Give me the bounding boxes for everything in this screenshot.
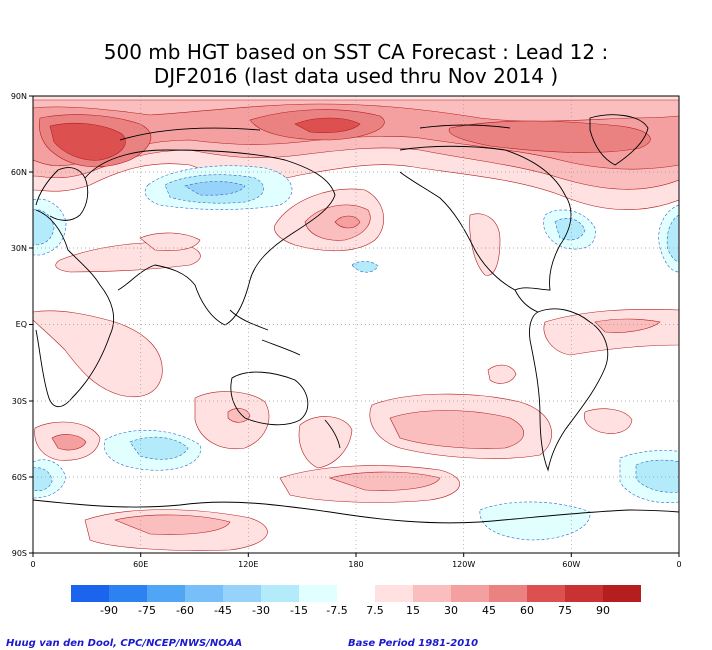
legend-labels: -90 -75 -60 -45 -30 -15 -7.5 7.5 15 30 45 60 75 90 [100, 604, 610, 617]
lat-label: 60S [12, 473, 27, 482]
legend-color-bin [109, 585, 147, 602]
chart-title-line1: 500 mb HGT based on SST CA Forecast : Le… [103, 40, 609, 64]
legend-tick-label: 30 [444, 604, 458, 617]
lon-label: 60E [133, 560, 148, 569]
legend-tick-label: -7.5 [326, 604, 347, 617]
lat-label: EQ [16, 320, 27, 329]
lon-label: 120E [238, 560, 258, 569]
legend-color-bin [337, 585, 375, 602]
lat-label: 30S [12, 397, 27, 406]
gridlines [33, 96, 679, 553]
lon-label: 60W [562, 560, 580, 569]
coastlines [33, 114, 679, 524]
legend-color-bin [261, 585, 299, 602]
lon-label: 120W [452, 560, 475, 569]
axis-ticks [29, 95, 680, 557]
lon-label: 0 [30, 560, 35, 569]
legend-color-bin [413, 585, 451, 602]
legend-tick-label: -45 [214, 604, 232, 617]
legend-color-bin [147, 585, 185, 602]
legend-color-bin [223, 585, 261, 602]
legend-tick-label: 45 [482, 604, 496, 617]
legend-tick-label: -90 [100, 604, 118, 617]
legend-color-bin [527, 585, 565, 602]
lat-label: 60N [11, 168, 27, 177]
legend-color-bin [299, 585, 337, 602]
legend-tick-label: 15 [406, 604, 420, 617]
legend-tick-label: -15 [290, 604, 308, 617]
legend-tick-label: 90 [596, 604, 610, 617]
color-legend [71, 585, 641, 602]
legend-color-bin [565, 585, 603, 602]
lat-label: 30N [11, 244, 27, 253]
credit-text: Huug van den Dool, CPC/NCEP/NWS/NOAA [6, 638, 243, 649]
legend-color-bin [375, 585, 413, 602]
legend-color-bin [185, 585, 223, 602]
legend-color-bin [603, 585, 641, 602]
legend-tick-label: 60 [520, 604, 534, 617]
lat-label: 90N [11, 92, 27, 101]
legend-tick-label: -60 [176, 604, 194, 617]
lat-label: 90S [12, 549, 27, 558]
base-period-text: Base Period 1981-2010 [348, 638, 479, 649]
legend-color-bin [489, 585, 527, 602]
lon-label: 180 [348, 560, 363, 569]
legend-color-bin [71, 585, 109, 602]
legend-tick-label: -30 [252, 604, 270, 617]
legend-tick-label: 75 [558, 604, 572, 617]
lon-label: 0 [676, 560, 681, 569]
legend-tick-label: 7.5 [366, 604, 384, 617]
legend-tick-label: -75 [138, 604, 156, 617]
chart-title-line2: DJF2016 (last data used thru Nov 2014 ) [153, 64, 559, 88]
legend-color-bin [451, 585, 489, 602]
